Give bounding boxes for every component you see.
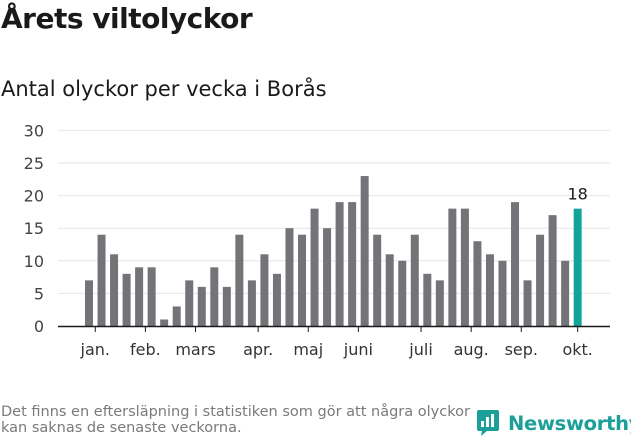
bar bbox=[147, 267, 156, 326]
bar bbox=[135, 267, 144, 326]
bar bbox=[335, 202, 344, 326]
bar bbox=[110, 254, 119, 326]
chart-subtitle: Antal olyckor per vecka i Borås bbox=[1, 77, 327, 101]
footnote: Det finns en eftersläpning i statistiken… bbox=[1, 404, 470, 436]
bar bbox=[485, 254, 494, 326]
y-tick-label: 5 bbox=[34, 284, 44, 303]
bar bbox=[222, 286, 231, 326]
bar bbox=[172, 306, 181, 326]
x-tick-label: juli bbox=[408, 340, 432, 359]
y-tick-label: 25 bbox=[24, 154, 44, 173]
bar bbox=[122, 273, 131, 326]
bar bbox=[285, 228, 294, 326]
bar bbox=[548, 215, 557, 326]
bar bbox=[561, 260, 570, 326]
bar-chart: 0 5 10 15 20 25 30 18 jan. feb. mars apr. maj juni jul… bbox=[24, 121, 610, 359]
bar bbox=[160, 319, 169, 326]
y-tick-label: 20 bbox=[24, 187, 44, 206]
bar bbox=[185, 280, 194, 326]
y-tick-label: 30 bbox=[24, 121, 44, 140]
x-tick-label: feb. bbox=[130, 340, 161, 359]
y-tick-label: 0 bbox=[34, 317, 44, 336]
x-tick-label: jan. bbox=[80, 340, 110, 359]
bar bbox=[410, 234, 419, 326]
bar bbox=[473, 241, 482, 326]
x-tick-label: mars bbox=[175, 340, 215, 359]
y-tick-label: 15 bbox=[24, 219, 44, 238]
bar bbox=[298, 234, 307, 326]
bar bbox=[498, 260, 507, 326]
brand-logo: Newsworthy bbox=[476, 408, 631, 438]
bar bbox=[385, 254, 394, 326]
x-tick-label: okt. bbox=[562, 340, 592, 359]
data-label-latest: 18 bbox=[567, 185, 587, 204]
brand-name: Newsworthy bbox=[508, 411, 631, 435]
bar bbox=[85, 280, 93, 326]
bar bbox=[435, 280, 444, 326]
bar bbox=[423, 273, 432, 326]
bar bbox=[360, 176, 369, 326]
bar bbox=[398, 260, 407, 326]
bar bbox=[373, 234, 382, 326]
bar bbox=[460, 208, 469, 326]
bar bbox=[210, 267, 219, 326]
bar bbox=[348, 202, 357, 326]
bar bbox=[511, 202, 520, 326]
newsworthy-logo-icon bbox=[477, 410, 499, 436]
x-tick-label: sep. bbox=[505, 340, 538, 359]
bar bbox=[272, 273, 281, 326]
x-tick-label: juni bbox=[343, 340, 373, 359]
bar bbox=[247, 280, 256, 326]
x-tick-label: maj bbox=[293, 340, 323, 359]
bar bbox=[448, 208, 457, 326]
bar bbox=[323, 228, 332, 326]
chart-title: Årets viltolyckor bbox=[1, 2, 253, 35]
bar bbox=[260, 254, 269, 326]
bar-highlight bbox=[573, 208, 582, 326]
bar bbox=[97, 234, 106, 326]
y-tick-label: 10 bbox=[24, 252, 44, 271]
bar bbox=[523, 280, 532, 326]
bar bbox=[235, 234, 244, 326]
bar bbox=[536, 234, 545, 326]
x-tick-label: apr. bbox=[243, 340, 273, 359]
x-tick-label: aug. bbox=[454, 340, 489, 359]
bar bbox=[197, 286, 206, 326]
bar bbox=[310, 208, 319, 326]
